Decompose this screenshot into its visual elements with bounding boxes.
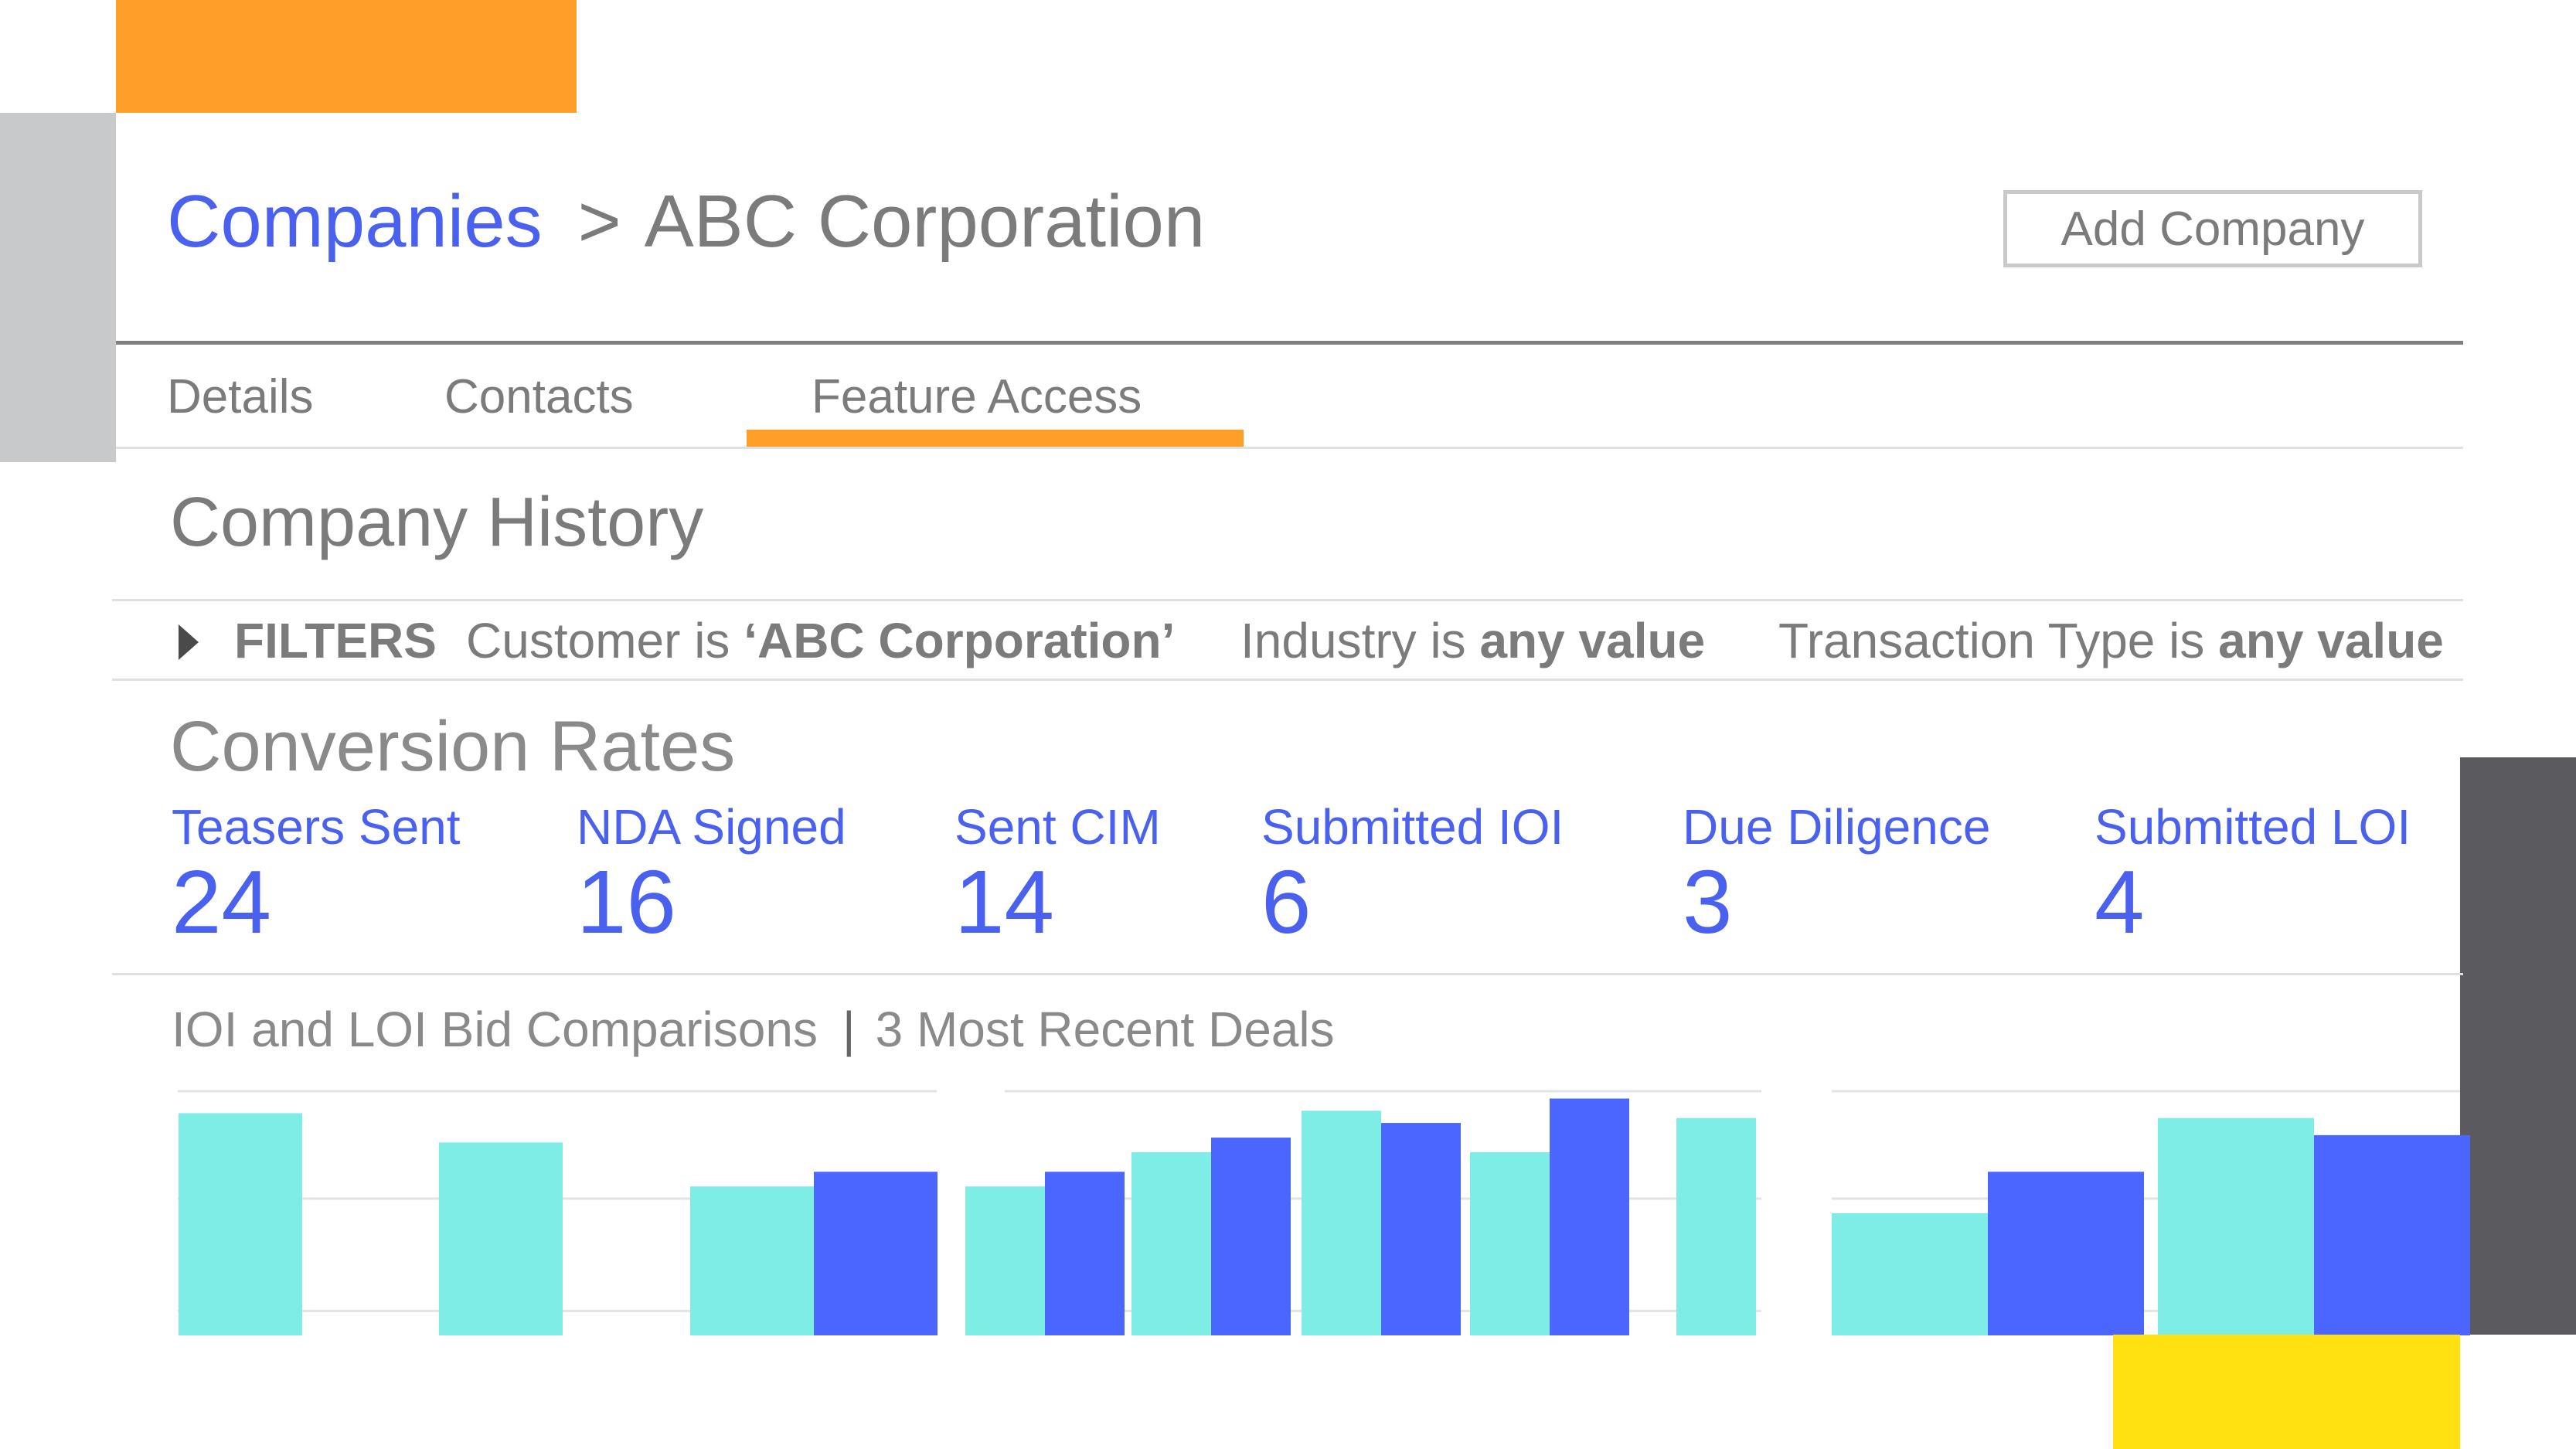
bar-blue (1381, 1123, 1461, 1335)
metric-value: 3 (1683, 852, 1733, 952)
decorative-yellow-block (2113, 1335, 2460, 1449)
breadcrumb-current: ABC Corporation (644, 180, 1206, 263)
bid-title-main: IOI and LOI Bid Comparisons (172, 1002, 818, 1057)
filters-toggle[interactable]: FILTERS (234, 613, 437, 668)
bar-teal (2158, 1117, 2314, 1335)
bar-blue (814, 1172, 938, 1335)
metric-value: 14 (955, 852, 1055, 952)
metric-nda-signed: NDA Signed 16 (577, 796, 846, 947)
tabs-divider (116, 447, 2463, 449)
metric-label: Teasers Sent (172, 799, 461, 855)
filter-transaction-type[interactable]: Transaction Type is any value (1778, 614, 2444, 668)
metric-teasers-sent: Teasers Sent 24 (172, 796, 461, 947)
bar-teal (1470, 1152, 1550, 1335)
bar-teal (1832, 1213, 1988, 1335)
metric-label: Submitted LOI (2094, 799, 2411, 855)
metric-value: 6 (1261, 852, 1312, 952)
filter-customer-prefix: Customer is (466, 613, 744, 668)
bid-chart-1 (178, 1090, 938, 1335)
filter-industry-value: any value (1479, 613, 1706, 668)
bar-blue (1988, 1172, 2144, 1335)
decorative-gray-block (0, 113, 116, 462)
decorative-orange-block (116, 0, 577, 113)
bar-teal (690, 1186, 814, 1335)
filter-customer-value: ‘ABC Corporation’ (744, 613, 1176, 668)
filter-industry-prefix: Industry is (1240, 613, 1480, 668)
active-tab-indicator (747, 430, 1244, 447)
decorative-dark-block (2460, 757, 2576, 1335)
add-company-button[interactable]: Add Company (2003, 190, 2422, 267)
bar-teal (1302, 1111, 1381, 1335)
metrics-divider (112, 973, 2463, 975)
bar-blue (1211, 1138, 1291, 1335)
metric-value: 16 (577, 852, 677, 952)
metric-label: NDA Signed (577, 799, 846, 855)
bar-teal (439, 1142, 563, 1335)
bar-teal (179, 1113, 302, 1335)
bar-teal (965, 1186, 1045, 1335)
bid-title-sub: 3 Most Recent Deals (875, 1002, 1335, 1057)
metric-label: Sent CIM (955, 799, 1161, 855)
filter-industry[interactable]: Industry is any value (1240, 614, 1705, 668)
header-divider (116, 341, 2463, 345)
filter-customer[interactable]: Customer is ‘ABC Corporation’ (466, 614, 1175, 668)
metric-value: 24 (172, 852, 272, 952)
breadcrumb-companies-link[interactable]: Companies (167, 180, 543, 263)
metric-sent-cim: Sent CIM 14 (955, 796, 1161, 947)
tab-feature-access[interactable]: Feature Access (812, 370, 1142, 423)
bid-chart-3 (1832, 1090, 2470, 1335)
metric-label: Due Diligence (1683, 799, 1991, 855)
bid-chart-2 (965, 1090, 1761, 1335)
section-title: Company History (170, 484, 704, 561)
filter-bar: FILTERS Customer is ‘ABC Corporation’ In… (112, 599, 2463, 681)
tab-contacts[interactable]: Contacts (444, 370, 634, 423)
conversion-rates-title: Conversion Rates (170, 707, 736, 786)
breadcrumb: Companies > ABC Corporation (167, 172, 1205, 272)
tab-details[interactable]: Details (167, 370, 314, 423)
metric-label: Submitted IOI (1261, 799, 1564, 855)
bid-comparisons-title: IOI and LOI Bid Comparisons | 3 Most Recen… (172, 997, 1335, 1062)
caret-right-icon[interactable] (179, 624, 199, 660)
bar-teal (1676, 1117, 1756, 1335)
metric-value: 4 (2094, 852, 2145, 952)
metric-due-diligence: Due Diligence 3 (1683, 796, 1990, 947)
bar-teal (1131, 1152, 1211, 1335)
metric-submitted-ioi: Submitted IOI 6 (1261, 796, 1564, 947)
bar-blue (1550, 1098, 1629, 1335)
bar-blue (2314, 1134, 2470, 1335)
bid-title-separator: | (842, 1002, 856, 1057)
bar-blue (1045, 1172, 1125, 1335)
breadcrumb-separator: > (577, 180, 621, 263)
metric-submitted-loi: Submitted LOI 4 (2094, 796, 2411, 947)
filter-transaction-type-value: any value (2218, 613, 2444, 668)
filter-transaction-type-prefix: Transaction Type is (1778, 613, 2219, 668)
